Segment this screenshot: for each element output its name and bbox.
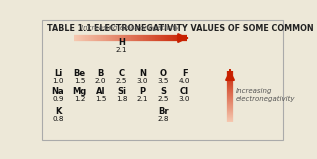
Text: 0.9: 0.9	[52, 96, 64, 102]
Text: Al: Al	[96, 87, 105, 96]
Text: Na: Na	[52, 87, 64, 96]
Text: 0.8: 0.8	[52, 116, 64, 122]
Text: H: H	[118, 38, 125, 47]
Text: Increasing
electronegativity: Increasing electronegativity	[236, 88, 296, 102]
Text: 3.0: 3.0	[137, 78, 148, 84]
Text: C: C	[119, 69, 125, 78]
Text: 4.0: 4.0	[179, 78, 190, 84]
Text: 2.0: 2.0	[95, 78, 106, 84]
Text: F: F	[182, 69, 187, 78]
Text: Be: Be	[73, 69, 86, 78]
Text: 3.5: 3.5	[158, 78, 169, 84]
Text: 1.2: 1.2	[74, 96, 85, 102]
Text: Li: Li	[54, 69, 62, 78]
Text: 2.1: 2.1	[137, 96, 148, 102]
Text: 3.0: 3.0	[179, 96, 190, 102]
Text: 1.8: 1.8	[116, 96, 127, 102]
Text: N: N	[139, 69, 146, 78]
Text: K: K	[55, 107, 61, 116]
Text: B: B	[97, 69, 104, 78]
Text: Mg: Mg	[72, 87, 87, 96]
Text: Br: Br	[158, 107, 169, 116]
Text: 2.5: 2.5	[116, 78, 127, 84]
Text: Cl: Cl	[180, 87, 189, 96]
Text: 1.5: 1.5	[74, 78, 85, 84]
Text: Si: Si	[117, 87, 126, 96]
Text: 2.5: 2.5	[158, 96, 169, 102]
Text: 1.5: 1.5	[95, 96, 106, 102]
Text: TABLE 1.1: TABLE 1.1	[47, 24, 92, 33]
Text: S: S	[160, 87, 166, 96]
Text: O: O	[160, 69, 167, 78]
Text: 2.1: 2.1	[116, 47, 127, 53]
Text: ELECTRONEGATIVITY VALUES OF SOME COMMON ELEMENTS: ELECTRONEGATIVITY VALUES OF SOME COMMON …	[94, 24, 317, 33]
Text: 1.0: 1.0	[52, 78, 64, 84]
Text: Increasing electronegativity: Increasing electronegativity	[81, 25, 180, 31]
Text: 2.8: 2.8	[158, 116, 169, 122]
Text: P: P	[139, 87, 146, 96]
